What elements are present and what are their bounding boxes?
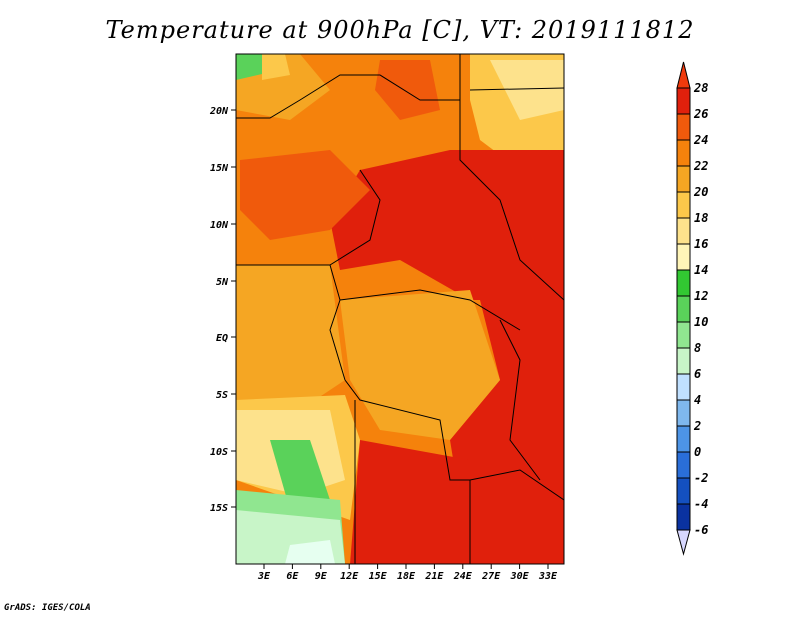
colorbar-label: 12 bbox=[694, 289, 708, 303]
colorbar-top-arrow bbox=[676, 61, 691, 89]
colorbar-segment bbox=[676, 503, 691, 531]
lon-label: 27E bbox=[481, 571, 501, 582]
lat-label: 5N bbox=[216, 277, 229, 288]
colorbar-segment bbox=[676, 191, 691, 219]
colorbar-bottom-arrow bbox=[676, 529, 691, 556]
colorbar-label: 22 bbox=[693, 159, 708, 173]
temperature-field bbox=[236, 54, 564, 564]
colorbar-segment bbox=[676, 139, 691, 167]
colorbar-label: 0 bbox=[694, 445, 701, 459]
colorbar-label: 18 bbox=[694, 211, 708, 225]
colorbar-segment bbox=[676, 269, 691, 297]
map-title: Temperature at 900hPa [C], VT: 201911181… bbox=[105, 16, 695, 44]
lat-label: EQ bbox=[216, 333, 228, 344]
lat-label: 15S bbox=[210, 503, 228, 514]
colorbar-label: -2 bbox=[694, 471, 708, 485]
colorbar-label: 28 bbox=[693, 81, 708, 95]
country-borders bbox=[236, 54, 564, 564]
colorbar-segment bbox=[676, 295, 691, 323]
lon-label: 6E bbox=[286, 571, 299, 582]
lat-label: 10S bbox=[210, 447, 228, 458]
lon-label: 21E bbox=[424, 571, 444, 582]
colorbar-segment bbox=[676, 87, 691, 115]
lon-label: 24E bbox=[453, 571, 473, 582]
colorbar-label: 8 bbox=[694, 341, 701, 355]
colorbar-segment bbox=[676, 243, 691, 271]
colorbar-label: 10 bbox=[694, 315, 708, 329]
lon-label: 18E bbox=[397, 571, 416, 582]
lat-label: 10N bbox=[210, 220, 229, 231]
colorbar-segment bbox=[676, 425, 691, 453]
lon-label: 30E bbox=[510, 571, 530, 582]
colorbar-label: 20 bbox=[693, 185, 708, 199]
colorbar-label: 26 bbox=[693, 107, 708, 121]
lon-label: 12E bbox=[340, 571, 359, 582]
colorbar-label: 14 bbox=[694, 263, 708, 277]
colorbar-segment bbox=[676, 477, 691, 505]
colorbar-segment bbox=[676, 347, 691, 375]
lat-label: 15N bbox=[210, 163, 229, 174]
colorbar-label: 2 bbox=[693, 419, 701, 433]
lon-label: 15E bbox=[369, 571, 388, 582]
colorbar-segment bbox=[676, 399, 691, 427]
colorbar-label: -4 bbox=[694, 497, 708, 511]
colorbar-label: 24 bbox=[693, 133, 708, 147]
colorbar-label: 6 bbox=[694, 367, 701, 381]
latitude-axis: 20N 15N 10N 5N EQ 5S 10S 15S bbox=[209, 106, 236, 514]
colorbar-segment bbox=[676, 113, 691, 141]
lat-label: 5S bbox=[216, 390, 228, 401]
lat-label: 20N bbox=[209, 106, 229, 117]
grads-credit: GrADS: IGES/COLA bbox=[4, 603, 91, 613]
colorbar-segment bbox=[676, 165, 691, 193]
colorbar-segment bbox=[676, 321, 691, 349]
colorbar-label: 4 bbox=[694, 393, 701, 407]
lon-label: 9E bbox=[315, 571, 328, 582]
colorbar-label: -6 bbox=[694, 523, 708, 537]
colorbar-segment bbox=[676, 451, 691, 479]
longitude-axis: 3E 6E 9E 12E 15E 18E 21E 24E 27E 30E 33E bbox=[257, 564, 558, 582]
lon-label: 33E bbox=[538, 571, 558, 582]
colorbar-segment bbox=[676, 217, 691, 245]
colorbar-segment bbox=[676, 373, 691, 401]
lon-label: 3E bbox=[257, 571, 271, 582]
colorbar-label: 16 bbox=[694, 237, 708, 251]
